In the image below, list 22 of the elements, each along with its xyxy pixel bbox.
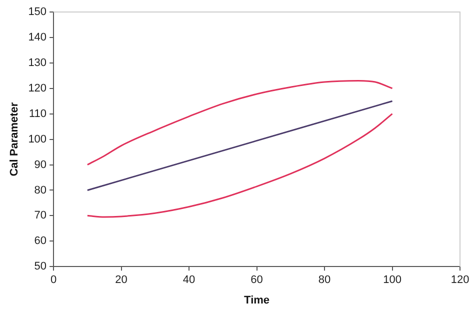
y-tick-label: 100 bbox=[28, 133, 47, 146]
y-tick-label: 60 bbox=[34, 235, 47, 248]
x-tick-label: 60 bbox=[250, 274, 263, 286]
y-tick-label: 150 bbox=[28, 6, 47, 18]
x-tick-label: 100 bbox=[383, 274, 402, 286]
y-tick-label: 70 bbox=[34, 210, 47, 222]
y-tick-label: 130 bbox=[28, 56, 47, 69]
x-tick-label: 120 bbox=[450, 274, 470, 286]
y-axis-title: Cal Parameter bbox=[8, 102, 21, 176]
line-series bbox=[86, 80, 394, 166]
x-tick-label: 80 bbox=[318, 274, 331, 286]
x-tick-label: 0 bbox=[50, 274, 57, 286]
line-series bbox=[86, 113, 394, 218]
y-tick-label: 110 bbox=[29, 108, 47, 120]
y-tick-label: 90 bbox=[34, 158, 47, 171]
y-tick-label: 140 bbox=[28, 31, 47, 44]
y-tick-label: 80 bbox=[34, 184, 47, 196]
x-tick-label: 40 bbox=[182, 274, 196, 286]
x-axis-title: Time bbox=[244, 294, 270, 306]
x-tick-label: 20 bbox=[115, 274, 128, 286]
y-tick-label: 50 bbox=[34, 260, 47, 273]
y-tick-label: 120 bbox=[28, 82, 47, 94]
